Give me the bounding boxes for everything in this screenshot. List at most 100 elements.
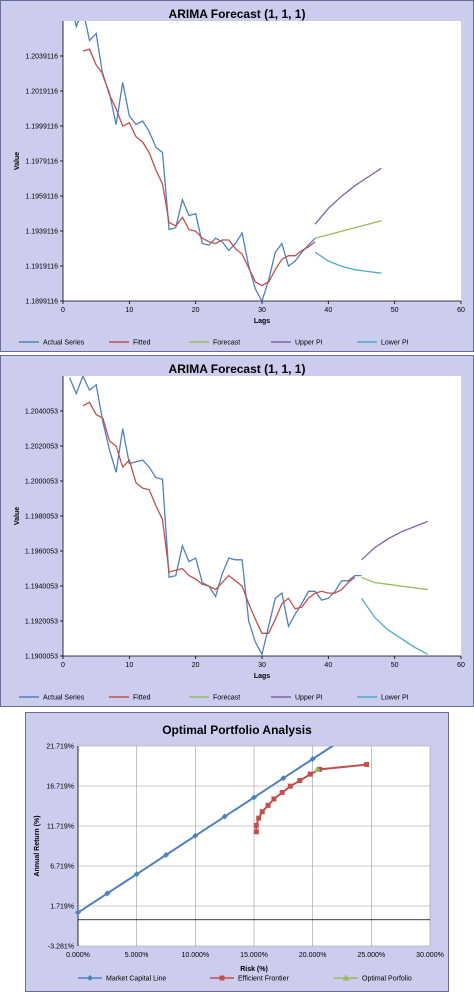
- x-tick-label: 10: [125, 307, 133, 314]
- legend-label-market-capital-line: Market Capital Line: [106, 976, 166, 983]
- data-point-market-capital-line: [192, 832, 199, 839]
- y-tick-label: 1.1999116: [25, 124, 58, 131]
- y-tick-label: 1.2019116: [25, 89, 58, 96]
- y-tick-label: 1.2039116: [25, 54, 58, 61]
- x-tick-label: 0.000%: [66, 952, 90, 959]
- y-tick-label: 1.1919116: [25, 264, 58, 271]
- series-line-actual-series: [69, 376, 362, 656]
- data-point-market-capital-line: [75, 909, 81, 916]
- data-point-efficient-frontier: [317, 766, 323, 772]
- legend-marker-optimal-porfolio: [342, 974, 350, 981]
- data-point-market-capital-line: [251, 794, 257, 801]
- data-point-efficient-frontier: [364, 762, 370, 768]
- legend-label-optimal-porfolio: Optimal Porfolio: [362, 976, 412, 983]
- plot-area: [63, 21, 461, 301]
- y-tick-label: 1.1920053: [25, 619, 58, 626]
- plot-area: [63, 376, 461, 656]
- x-tick-label: 20.000%: [299, 952, 327, 959]
- series-line-fitted: [82, 48, 316, 287]
- y-tick-label: 1.1900053: [25, 654, 58, 661]
- y-tick-label: 21.719%: [46, 744, 74, 751]
- series-line-fitted: [82, 401, 356, 634]
- x-tick-label: 30: [258, 307, 266, 314]
- x-axis-label: Lags: [254, 673, 270, 680]
- arima-chart-panel-2: ARIMA Forecast (1, 1, 1) 1.1900053 1.19200…: [0, 355, 474, 707]
- y-tick-label: 1.1980053: [25, 514, 58, 521]
- data-point-efficient-frontier: [253, 829, 259, 835]
- x-tick-label: 60: [457, 307, 465, 314]
- x-tick-label: 30.000%: [416, 952, 444, 959]
- x-tick-label: 20: [192, 662, 200, 669]
- data-point-market-capital-line: [309, 755, 316, 762]
- y-tick-label: 1.1979116: [25, 159, 58, 166]
- data-point-efficient-frontier: [265, 802, 271, 808]
- legend-label-efficient-frontier: Efficient Frontier: [238, 976, 290, 983]
- x-tick-label: 50: [391, 307, 399, 314]
- y-tick-label: 1.719%: [50, 904, 74, 911]
- y-tick-label: 1.1939116: [25, 229, 58, 236]
- y-tick-label: -3.281%: [48, 944, 74, 951]
- series-line-forecast: [314, 220, 382, 239]
- legend-label-actual-series: Actual Series: [43, 340, 85, 347]
- x-axis-label: Lags: [254, 318, 270, 325]
- data-point-optimal-porfolio: [313, 765, 321, 772]
- x-tick-label: 0: [61, 307, 65, 314]
- legend-label-forecast: Forecast: [213, 695, 240, 702]
- data-point-efficient-frontier: [297, 778, 303, 784]
- series-line-upper-pi: [361, 520, 429, 561]
- series-line-lower-pi: [360, 597, 429, 655]
- data-point-efficient-frontier: [253, 822, 259, 828]
- portfolio-chart-panel: Optimal Portfolio Analysis -3.281% 1.719% 6…: [25, 712, 449, 992]
- x-axis-label: Risk (%): [240, 966, 268, 973]
- series-line-lower-pi: [314, 251, 382, 274]
- y-tick-label: 16.719%: [46, 784, 74, 791]
- arima-chart-panel-1: ARIMA Forecast (1, 1, 1) 1.1899116 1.19191…: [0, 0, 474, 352]
- data-point-efficient-frontier: [287, 783, 293, 789]
- y-tick-label: 11.719%: [47, 824, 74, 831]
- y-tick-label: 6.719%: [50, 864, 74, 871]
- series-line-forecast: [361, 576, 428, 591]
- legend-label-fitted: Fitted: [133, 695, 151, 702]
- chart-title: ARIMA Forecast (1, 1, 1): [169, 362, 306, 376]
- legend-label-fitted: Fitted: [133, 340, 151, 347]
- data-point-efficient-frontier: [307, 771, 313, 777]
- legend-label-lower-pi: Lower PI: [381, 340, 409, 347]
- legend-label-upper-pi: Upper PI: [295, 695, 323, 702]
- portfolio-chart: Optimal Portfolio Analysis -3.281% 1.719% 6…: [34, 723, 444, 983]
- data-point-efficient-frontier: [256, 815, 262, 821]
- legend-label-forecast: Forecast: [213, 340, 240, 347]
- x-tick-label: 25.000%: [358, 952, 386, 959]
- legend-label-actual-series: Actual Series: [43, 695, 85, 702]
- x-tick-label: 10: [125, 662, 133, 669]
- y-tick-label: 1.1959116: [25, 194, 58, 201]
- data-point-market-capital-line: [104, 890, 111, 897]
- y-tick-label: 1.2020053: [25, 444, 58, 451]
- y-tick-label: 1.1960053: [25, 549, 58, 556]
- x-tick-label: 40: [324, 307, 332, 314]
- data-point-efficient-frontier: [271, 796, 277, 802]
- x-tick-label: 60: [457, 662, 465, 669]
- arima-chart-1: ARIMA Forecast (1, 1, 1) 1.1899116 1.19191…: [14, 7, 465, 347]
- legend-marker-market-capital-line: [87, 975, 93, 981]
- x-tick-label: 50: [391, 662, 399, 669]
- data-point-efficient-frontier: [259, 809, 265, 815]
- y-axis-label: Annual Return (%): [34, 815, 41, 876]
- x-tick-label: 30: [258, 662, 266, 669]
- x-tick-label: 20: [192, 307, 200, 314]
- x-tick-label: 10.000%: [182, 952, 210, 959]
- legend-marker-efficient-frontier: [219, 975, 225, 981]
- y-axis-label: Value: [14, 152, 21, 170]
- data-point-market-capital-line: [163, 851, 169, 858]
- y-tick-label: 1.1940053: [25, 584, 58, 591]
- x-tick-label: 5.000%: [125, 952, 149, 959]
- arima-chart-2: ARIMA Forecast (1, 1, 1) 1.1900053 1.19200…: [14, 362, 465, 702]
- y-tick-label: 1.1899116: [25, 299, 58, 306]
- data-point-efficient-frontier: [279, 790, 285, 796]
- y-tick-label: 1.2000053: [25, 479, 58, 486]
- y-axis-label: Value: [14, 507, 21, 525]
- data-point-market-capital-line: [280, 775, 287, 782]
- legend-label-lower-pi: Lower PI: [381, 695, 409, 702]
- chart-title: Optimal Portfolio Analysis: [162, 723, 312, 737]
- x-tick-label: 0: [61, 662, 65, 669]
- chart-title: ARIMA Forecast (1, 1, 1): [169, 7, 306, 21]
